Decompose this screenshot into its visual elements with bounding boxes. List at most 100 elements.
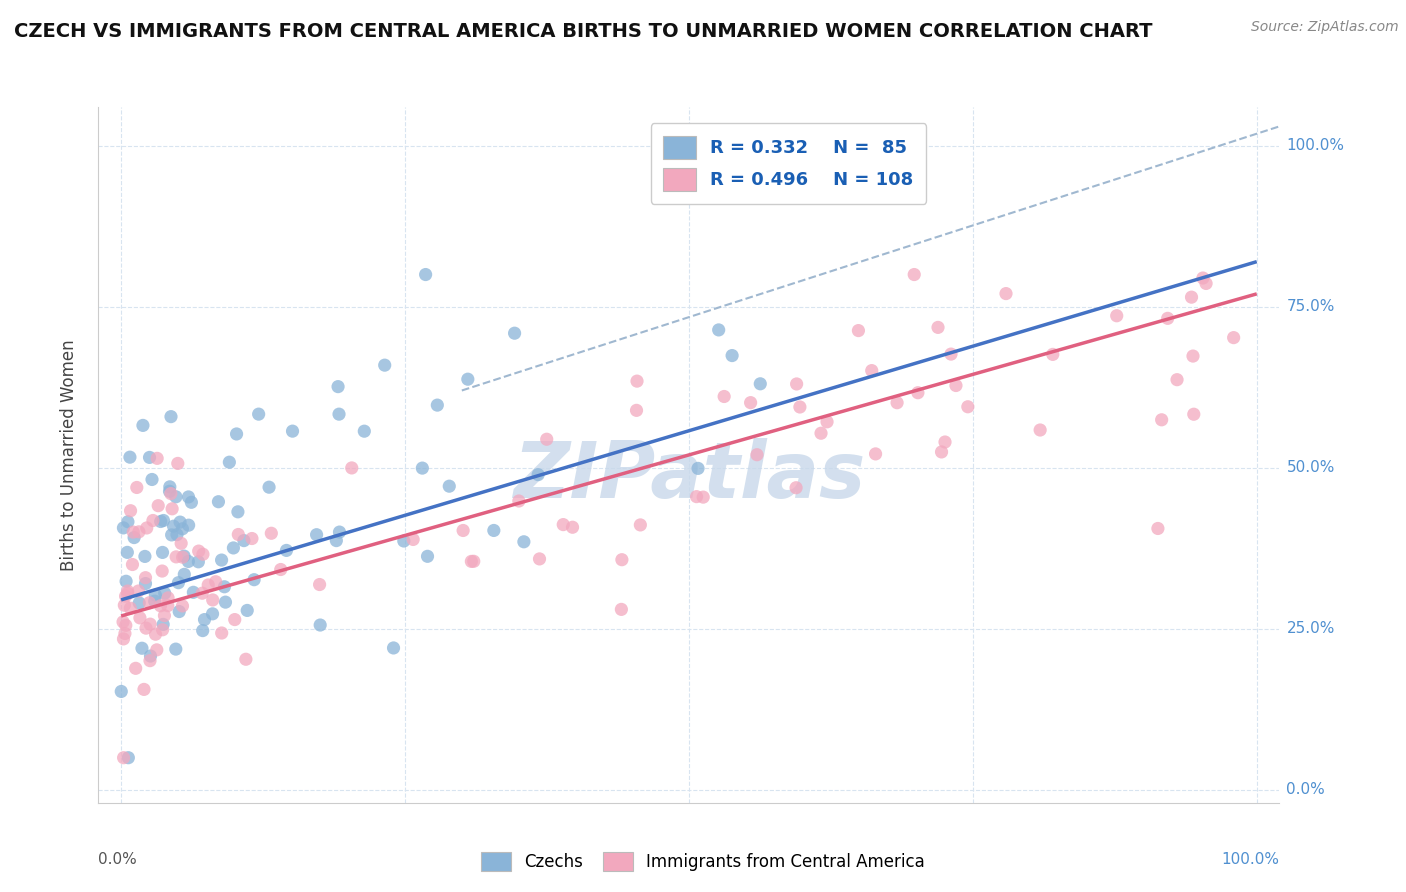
Text: 25.0%: 25.0%	[1286, 622, 1334, 636]
Point	[340, 461, 363, 475]
Point	[112, 615, 135, 629]
Text: 0.0%: 0.0%	[1286, 782, 1326, 797]
Legend: Czechs, Immigrants from Central America: Czechs, Immigrants from Central America	[472, 843, 934, 880]
Text: ZIPatlas: ZIPatlas	[513, 438, 865, 514]
Point	[160, 501, 183, 516]
Point	[721, 349, 744, 363]
Point	[934, 435, 956, 450]
Point	[125, 480, 148, 494]
Point	[402, 533, 425, 547]
Point	[145, 588, 167, 602]
Point	[112, 750, 135, 764]
Point	[118, 450, 141, 465]
Point	[305, 527, 328, 541]
Point	[457, 372, 479, 386]
Point	[503, 326, 526, 341]
Point	[191, 547, 214, 561]
Point	[460, 554, 482, 568]
Point	[328, 525, 350, 540]
Point	[191, 586, 214, 600]
Point	[1192, 271, 1215, 285]
Point	[224, 613, 246, 627]
Point	[125, 661, 148, 675]
Point	[131, 641, 153, 656]
Point	[134, 549, 156, 564]
Text: 0.0%: 0.0%	[98, 852, 138, 867]
Point	[848, 324, 870, 338]
Point	[135, 621, 157, 635]
Point	[156, 599, 179, 613]
Point	[903, 268, 925, 282]
Point	[416, 549, 439, 564]
Point	[159, 484, 181, 499]
Point	[785, 481, 807, 495]
Point	[114, 618, 136, 632]
Point	[152, 617, 174, 632]
Point	[152, 545, 174, 559]
Point	[865, 447, 887, 461]
Point	[149, 599, 172, 613]
Point	[134, 571, 156, 585]
Point	[527, 467, 550, 482]
Point	[170, 536, 193, 550]
Point	[927, 320, 949, 334]
Point	[132, 682, 155, 697]
Point	[112, 521, 135, 535]
Point	[149, 515, 172, 529]
Point	[167, 575, 190, 590]
Text: 50.0%: 50.0%	[1286, 460, 1334, 475]
Point	[529, 552, 551, 566]
Point	[153, 608, 176, 623]
Point	[439, 479, 461, 493]
Point	[201, 593, 224, 607]
Point	[281, 424, 304, 438]
Point	[117, 545, 139, 559]
Point	[713, 390, 735, 404]
Point	[177, 554, 200, 568]
Point	[276, 543, 298, 558]
Point	[561, 520, 583, 534]
Point	[232, 533, 254, 548]
Point	[146, 643, 169, 657]
Point	[815, 415, 838, 429]
Point	[353, 424, 375, 438]
Point	[789, 400, 811, 414]
Point	[374, 358, 396, 372]
Point	[191, 624, 214, 638]
Point	[1222, 331, 1244, 345]
Point	[243, 573, 266, 587]
Point	[247, 407, 270, 421]
Text: 75.0%: 75.0%	[1286, 299, 1334, 314]
Point	[1029, 423, 1052, 437]
Point	[1180, 290, 1202, 304]
Point	[218, 455, 240, 469]
Point	[956, 400, 979, 414]
Point	[225, 427, 247, 442]
Point	[139, 654, 162, 668]
Point	[536, 432, 558, 446]
Text: Source: ZipAtlas.com: Source: ZipAtlas.com	[1251, 20, 1399, 34]
Point	[112, 632, 135, 646]
Point	[463, 554, 485, 568]
Point	[325, 533, 347, 548]
Point	[257, 480, 280, 494]
Text: 100.0%: 100.0%	[1222, 852, 1279, 867]
Point	[150, 564, 173, 578]
Text: 100.0%: 100.0%	[1286, 138, 1344, 153]
Point	[1042, 347, 1064, 361]
Point	[117, 750, 139, 764]
Point	[692, 490, 714, 504]
Point	[120, 601, 142, 615]
Point	[610, 552, 633, 566]
Point	[1156, 311, 1178, 326]
Point	[166, 527, 188, 541]
Point	[117, 584, 139, 599]
Point	[162, 519, 184, 533]
Point	[201, 607, 224, 621]
Point	[240, 532, 263, 546]
Point	[1166, 373, 1188, 387]
Point	[1105, 309, 1128, 323]
Point	[112, 599, 135, 613]
Point	[309, 618, 332, 632]
Point	[169, 515, 191, 529]
